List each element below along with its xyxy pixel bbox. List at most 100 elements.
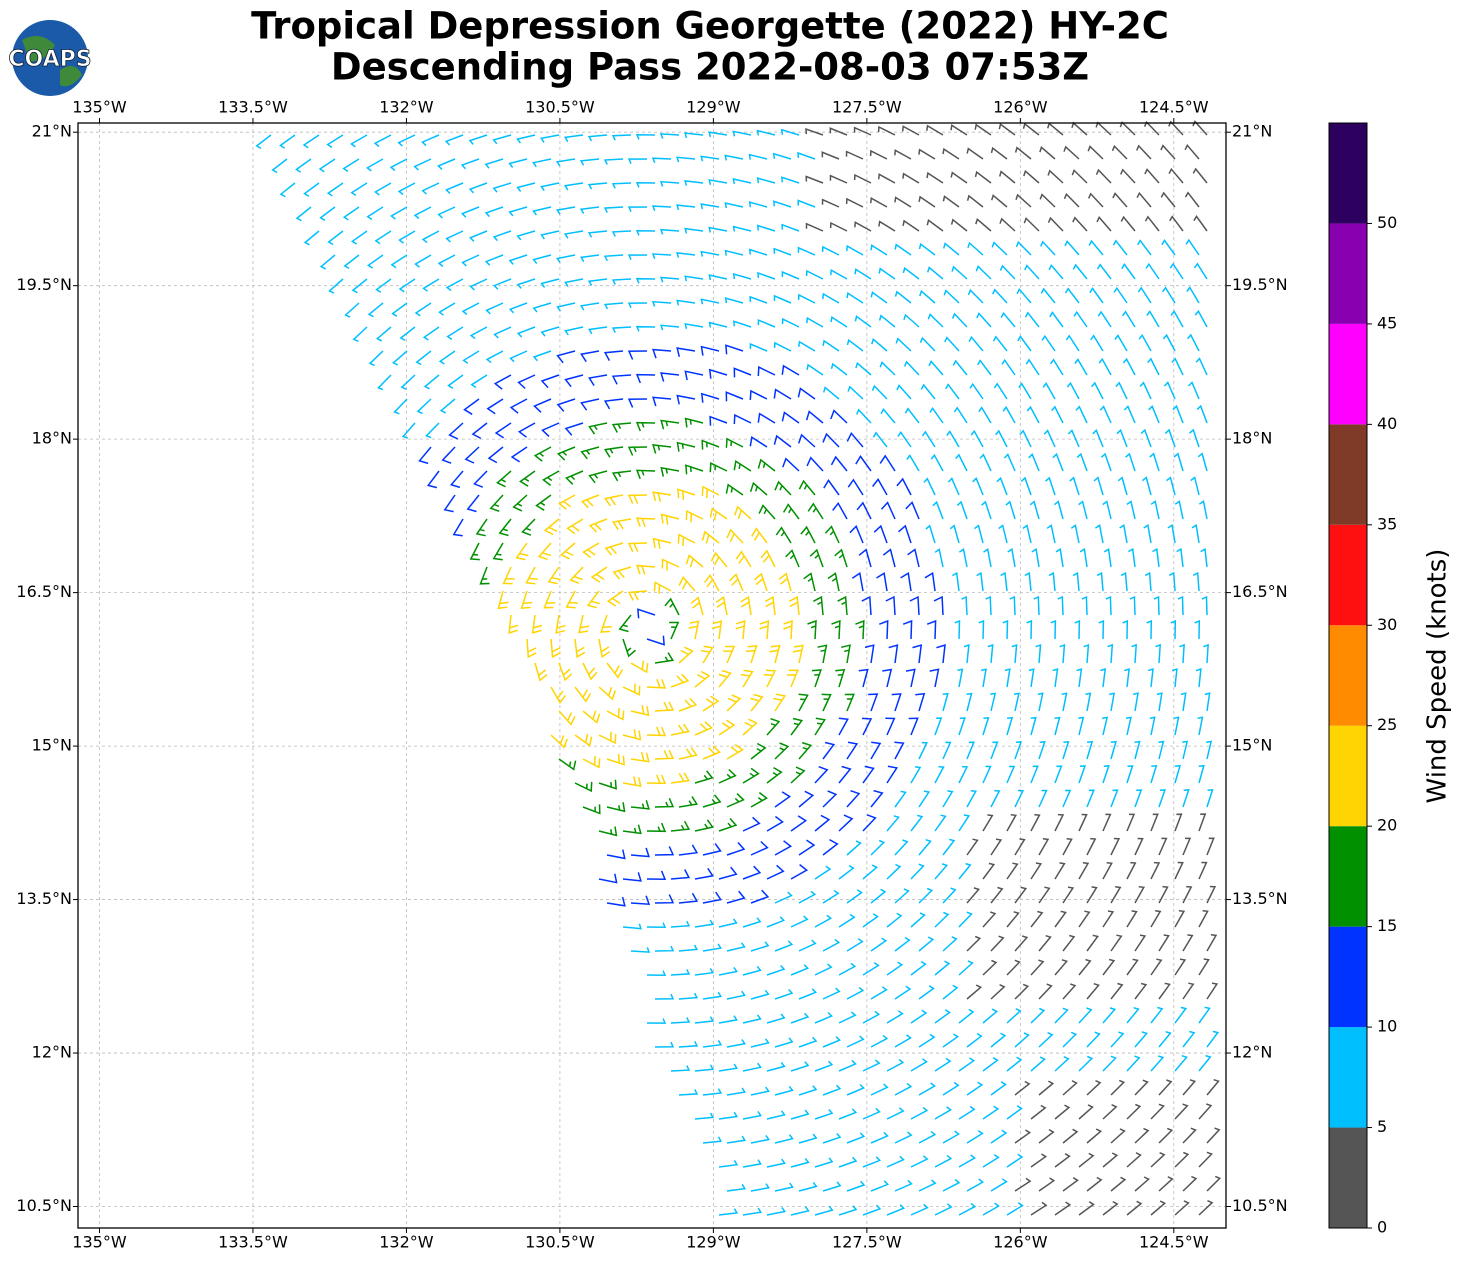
wind-barb [918, 1179, 937, 1192]
wind-barb [942, 936, 958, 952]
wind-barb [822, 1036, 841, 1048]
wind-barb [823, 479, 840, 496]
wind-barb [928, 360, 944, 376]
wind-barb [1136, 191, 1152, 208]
wind-barb [606, 662, 624, 679]
wind-barb [982, 959, 998, 976]
wind-barb [603, 158, 624, 165]
wind-barb [958, 1154, 976, 1168]
wind-barb [622, 923, 642, 930]
wind-barb [829, 221, 848, 232]
wind-barb [950, 171, 968, 184]
wind-barb [814, 865, 832, 880]
wind-barb [1014, 1080, 1031, 1096]
wind-barb [862, 913, 879, 928]
wind-barb [985, 595, 992, 616]
wind-barb [1025, 358, 1040, 376]
wind-barb [876, 571, 888, 592]
wind-barb [895, 337, 912, 352]
wind-barb [516, 134, 536, 144]
wind-barb [790, 1012, 810, 1024]
wind-barb [303, 230, 320, 246]
wind-barb [1030, 910, 1044, 928]
wind-barb [493, 374, 512, 390]
wind-barb [976, 312, 992, 328]
wind-barb [1102, 1152, 1119, 1168]
wind-barb [981, 500, 992, 520]
wind-barb [670, 1017, 691, 1024]
wind-barb [1049, 358, 1064, 376]
wind-barb [1014, 1129, 1032, 1144]
wind-barb [1144, 571, 1152, 592]
grid: 135°W 135°W 133.5°W 133.5°W 132°W 132°W 130.5°… [16, 98, 1287, 1252]
wind-barb [1206, 885, 1217, 904]
wind-barb [1039, 193, 1056, 208]
wind-barb [918, 838, 932, 856]
wind-barb [757, 412, 776, 424]
wind-barb [588, 470, 608, 484]
y-tick-label: 19.5°N [16, 275, 72, 294]
wind-barb [862, 1059, 881, 1072]
wind-barb [556, 446, 576, 461]
wind-barb [790, 915, 809, 928]
wind-barb [1086, 837, 1097, 856]
wind-barb [1120, 571, 1128, 592]
wind-barb [702, 1040, 723, 1048]
wind-barb [966, 984, 983, 1000]
wind-barb [515, 542, 529, 561]
wind-barb [766, 1110, 786, 1120]
wind-barb [846, 291, 864, 304]
wind-barb [708, 274, 728, 281]
wind-barb [998, 524, 1008, 544]
wind-barb [929, 406, 944, 424]
wind-barb [414, 302, 432, 317]
wind-barb [1201, 595, 1208, 616]
wind-barb [1054, 1056, 1070, 1072]
wind-barb [1126, 1152, 1142, 1168]
wind-barb [540, 134, 560, 143]
wind-barb [748, 153, 768, 160]
wind-barb [1158, 1030, 1172, 1048]
wind-barb [1174, 958, 1187, 976]
wind-barb [368, 350, 384, 367]
wind-barb [880, 501, 896, 520]
wind-barb [750, 1038, 770, 1048]
wind-barb [1076, 452, 1088, 472]
wind-barb [587, 134, 608, 142]
y-tick-label: 10.5°N [1232, 1196, 1288, 1215]
wind-barb [1179, 643, 1185, 664]
wind-barb [654, 993, 675, 1000]
wind-barb [855, 619, 865, 640]
wind-barb [809, 548, 824, 568]
wind-barb [622, 824, 642, 835]
wind-barb [654, 945, 675, 952]
colorbar-tick-label: 5 [1377, 1117, 1387, 1136]
wind-barb [993, 382, 1008, 400]
wind-barb [1095, 121, 1112, 136]
wind-barb [1194, 619, 1201, 640]
wind-barb [1040, 240, 1056, 256]
wind-barb [798, 939, 817, 952]
wind-barb [750, 792, 768, 808]
wind-barb [579, 206, 600, 214]
wind-barb [968, 335, 984, 352]
wind-barb [1054, 959, 1069, 976]
wind-barb [814, 1157, 834, 1168]
wind-barb [757, 365, 776, 377]
wind-barb [912, 644, 923, 664]
wind-barb [400, 374, 416, 390]
wind-barb [896, 384, 912, 400]
wind-barb [822, 1084, 842, 1096]
wind-barb [271, 158, 288, 174]
wind-barb [487, 446, 504, 464]
wind-barb [742, 1110, 762, 1120]
wind-barb [1168, 167, 1184, 184]
wind-barb [1029, 500, 1040, 520]
wind-barb [1110, 1031, 1125, 1048]
wind-barb [1174, 1151, 1190, 1168]
wind-barb [678, 747, 698, 760]
wind-barb [422, 326, 440, 341]
y-tick-label: 15°N [1232, 736, 1272, 755]
wind-barb [759, 620, 770, 640]
wind-barb [798, 1036, 818, 1048]
